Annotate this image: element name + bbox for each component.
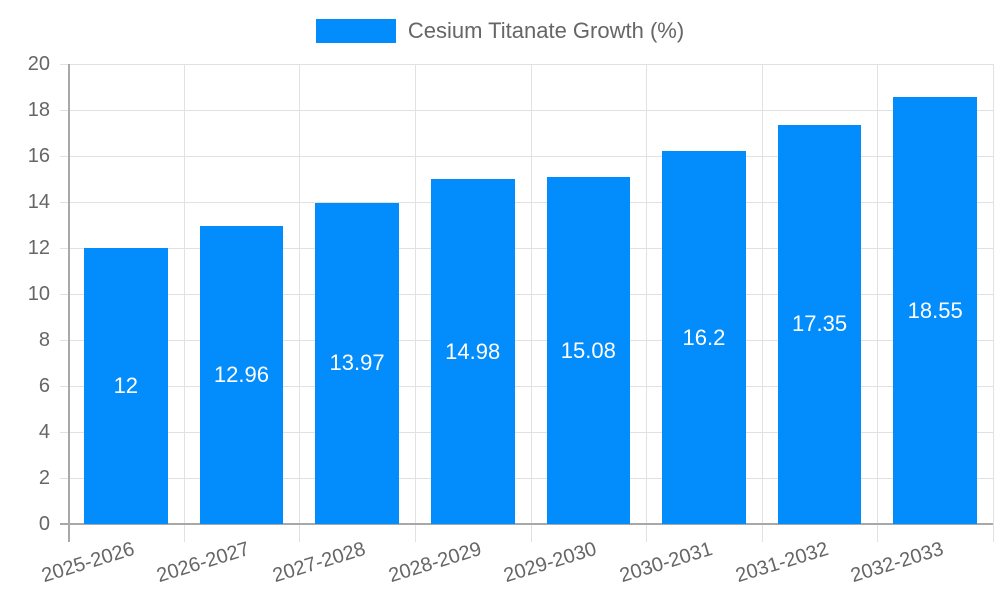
gridline-vertical xyxy=(184,64,185,542)
bar[interactable] xyxy=(315,202,399,524)
bar[interactable] xyxy=(84,248,168,524)
chart-legend: Cesium Titanate Growth (%) xyxy=(0,18,1000,44)
bar-value-label: 16.2 xyxy=(682,324,726,350)
gridline-horizontal xyxy=(60,294,993,295)
x-tick-label: 2030-2031 xyxy=(617,538,716,588)
bar-value-label: 15.08 xyxy=(560,337,616,363)
gridline-horizontal xyxy=(60,248,993,249)
y-tick-label: 12 xyxy=(27,237,50,259)
gridline-vertical xyxy=(415,64,416,542)
gridline-horizontal xyxy=(60,478,993,479)
legend-swatch[interactable] xyxy=(315,19,396,43)
gridline-horizontal xyxy=(60,156,993,157)
bar-value-label: 13.97 xyxy=(329,350,385,376)
gridline-vertical xyxy=(877,64,878,542)
x-axis-line xyxy=(60,523,993,525)
y-tick-label: 16 xyxy=(27,145,50,167)
gridline-horizontal xyxy=(60,340,993,341)
x-tick-label: 2026-2027 xyxy=(154,538,253,588)
y-tick-label: 20 xyxy=(27,53,50,75)
bar-value-label: 18.55 xyxy=(907,297,963,323)
bar-value-label: 14.98 xyxy=(445,338,501,364)
gridline-horizontal xyxy=(60,64,993,65)
x-tick-label: 2025-2026 xyxy=(38,538,137,588)
y-tick-label: 6 xyxy=(38,375,50,397)
y-axis-line xyxy=(68,64,70,542)
y-tick-label: 18 xyxy=(27,99,50,121)
legend-label: Cesium Titanate Growth (%) xyxy=(407,18,685,43)
x-tick-label: 2027-2028 xyxy=(270,538,369,588)
y-tick-label: 10 xyxy=(27,283,50,305)
y-tick-label: 2 xyxy=(38,467,50,489)
gridline-horizontal xyxy=(60,386,993,387)
gridline-vertical xyxy=(762,64,763,542)
bar-value-label: 12.96 xyxy=(213,361,269,387)
bar[interactable] xyxy=(662,151,746,524)
bar-value-label: 12 xyxy=(113,373,139,398)
bar[interactable] xyxy=(546,177,631,524)
gridline-horizontal xyxy=(60,110,993,111)
gridline-horizontal xyxy=(60,202,993,203)
x-tick-label: 2031-2032 xyxy=(732,538,831,588)
gridline-vertical xyxy=(531,64,532,542)
bar[interactable] xyxy=(199,225,284,524)
bar[interactable] xyxy=(777,124,862,524)
y-tick-label: 14 xyxy=(27,191,50,213)
x-tick-label: 2029-2030 xyxy=(501,538,600,588)
gridline-horizontal xyxy=(60,432,993,433)
bar[interactable] xyxy=(893,97,977,524)
y-tick-label: 0 xyxy=(38,513,50,535)
y-tick-label: 8 xyxy=(38,329,50,351)
bar-value-label: 17.35 xyxy=(792,311,848,337)
gridline-vertical xyxy=(299,64,300,542)
gridline-vertical xyxy=(646,64,647,542)
gridline-vertical xyxy=(993,64,994,542)
y-tick-label: 4 xyxy=(38,421,50,443)
x-tick-label: 2032-2033 xyxy=(848,538,947,588)
x-tick-label: 2028-2029 xyxy=(385,538,484,588)
bar[interactable] xyxy=(430,179,515,524)
